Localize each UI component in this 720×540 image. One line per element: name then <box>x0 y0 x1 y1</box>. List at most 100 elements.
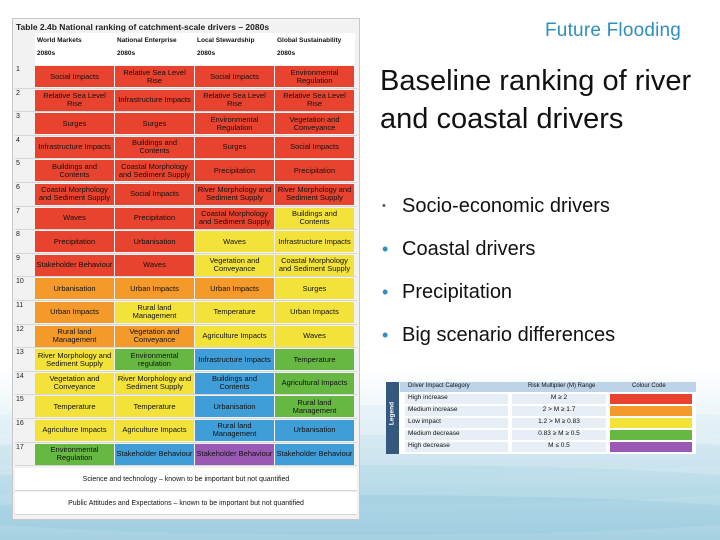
column-year: 2080s <box>277 50 296 57</box>
legend-swatch <box>610 406 692 416</box>
driver-cell: Stakeholder Behaviour <box>275 443 354 465</box>
driver-cell: Temperature <box>115 396 194 418</box>
driver-cell: Relative Sea Level Rise <box>35 89 114 111</box>
driver-cell: Agriculture Impacts <box>195 325 274 347</box>
driver-cell: Stakeholder Behaviour <box>115 443 194 465</box>
legend-row: Medium increase 2 > M ≥ 1.7 <box>400 405 696 418</box>
bullet-text: Precipitation <box>402 281 513 303</box>
driver-cell: Vegetation and Conveyance <box>275 113 354 135</box>
bullet-item: • Coastal drivers <box>380 229 710 272</box>
table-body: 1 Social Impacts Relative Sea Level Rise So… <box>15 65 357 467</box>
rank-number: 8 <box>16 231 20 239</box>
column-header: National Enterprise 2080s <box>115 33 195 65</box>
legend-range: 2 > M ≥ 1.7 <box>512 406 606 416</box>
table-row: 15 Temperature Temperature Urbanisation Rura… <box>15 395 357 419</box>
driver-cell: Rural land Management <box>275 396 354 418</box>
rank-number: 7 <box>16 207 20 215</box>
column-year: 2080s <box>197 50 216 57</box>
driver-cell: Agriculture Impacts <box>115 419 194 441</box>
legend-category: High decrease <box>405 442 508 452</box>
bullet-text: Coastal drivers <box>402 238 536 260</box>
legend-category: High increase <box>405 394 508 404</box>
legend-swatch <box>610 442 692 452</box>
legend-swatch <box>610 418 692 428</box>
table-footnote: Science and technology – known to be imp… <box>15 468 357 492</box>
driver-cell: Vegetation and Conveyance <box>35 372 114 394</box>
column-header: Global Sustainability 2080s <box>275 33 355 65</box>
driver-cell: Surges <box>35 113 114 135</box>
column-scenario: National Enterprise <box>117 37 177 44</box>
bullet-text: Big scenario differences <box>402 324 616 346</box>
driver-cell: Relative Sea Level Rise <box>275 89 354 111</box>
table-row: 17 Environmental Regulation Stakeholder Be… <box>15 443 357 467</box>
rank-number: 10 <box>16 278 24 286</box>
bullet-item: • Big scenario differences <box>380 315 710 358</box>
legend-category: Medium decrease <box>405 430 508 440</box>
legend-row: Medium decrease 0.83 ≥ M ≥ 0.5 <box>400 429 696 442</box>
driver-cell: Urbanisation <box>115 231 194 253</box>
brand-logo: Future Flooding <box>545 20 682 41</box>
driver-cell: Coastal Morphology and Sediment Supply <box>195 207 274 229</box>
driver-cell: Rural land Management <box>195 419 274 441</box>
rank-number: 15 <box>16 396 24 404</box>
driver-cell: Environmental Regulation <box>195 113 274 135</box>
driver-cell: Surges <box>115 113 194 135</box>
driver-cell: Coastal Morphology and Sediment Supply <box>35 183 114 205</box>
table-row: 3 Surges Surges Environmental Regulation Veg… <box>15 112 357 136</box>
table-row: 12 Rural land Management Vegetation and Co… <box>15 325 357 349</box>
table-row: 9 Stakeholder Behaviour Waves Vegetation an… <box>15 254 357 278</box>
table-row: 2 Relative Sea Level Rise Infrastructure I… <box>15 89 357 113</box>
legend-row: High increase M ≥ 2 <box>400 393 696 406</box>
driver-cell: Social Impacts <box>35 66 114 87</box>
driver-cell: Urban Impacts <box>115 278 194 300</box>
driver-cell: Buildings and Contents <box>35 160 114 182</box>
driver-cell: Stakeholder Behaviour <box>35 254 114 276</box>
table-row: 16 Agriculture Impacts Agriculture Impacts… <box>15 419 357 443</box>
bullet-item: • Socio-economic drivers <box>380 186 710 229</box>
driver-cell: Coastal Morphology and Sediment Supply <box>115 160 194 182</box>
legend-range: 0.83 ≥ M ≥ 0.5 <box>512 430 606 440</box>
driver-cell: Vegetation and Conveyance <box>115 325 194 347</box>
driver-cell: Buildings and Contents <box>275 207 354 229</box>
table-row: 4 Infrastructure Impacts Buildings and Con… <box>15 136 357 160</box>
legend-side-bar: Legend <box>386 382 399 454</box>
column-year: 2080s <box>117 50 136 57</box>
driver-cell: Urbanisation <box>195 396 274 418</box>
column-header: Local Stewardship 2080s <box>195 33 275 65</box>
driver-cell: Waves <box>275 325 354 347</box>
rank-number: 11 <box>16 301 24 309</box>
driver-cell: Infrastructure Impacts <box>115 89 194 111</box>
table-row: 8 Precipitation Urbanisation Waves Infrastru… <box>15 230 357 254</box>
rank-number: 9 <box>16 254 20 262</box>
bullet-icon: • <box>382 325 389 345</box>
driver-cell: Temperature <box>35 396 114 418</box>
bullet-icon: • <box>382 282 389 302</box>
rank-number: 17 <box>16 443 24 451</box>
bullet-icon: • <box>382 239 389 259</box>
driver-cell: Social Impacts <box>275 136 354 158</box>
legend-category: Low impact <box>405 418 508 428</box>
driver-cell: Environmental Regulation <box>35 443 114 465</box>
driver-cell: Precipitation <box>275 160 354 182</box>
driver-cell: River Morphology and Sediment Supply <box>115 372 194 394</box>
rank-number: 13 <box>16 349 24 357</box>
driver-cell: Precipitation <box>195 160 274 182</box>
legend-header: Driver Impact Category Risk Multiplier (… <box>400 382 696 392</box>
driver-cell: Waves <box>35 207 114 229</box>
bullet-item: • Precipitation <box>380 272 710 315</box>
driver-cell: Relative Sea Level Rise <box>115 66 194 87</box>
rank-number: 14 <box>16 372 24 380</box>
legend-swatch <box>610 430 692 440</box>
table-row: 1 Social Impacts Relative Sea Level Rise So… <box>15 65 357 89</box>
driver-cell: Infrastructure Impacts <box>275 231 354 253</box>
driver-cell: Environmental regulation <box>115 349 194 371</box>
driver-cell: Vegetation and Conveyance <box>195 254 274 276</box>
rank-number: 6 <box>16 183 20 191</box>
table-row: 6 Coastal Morphology and Sediment Supply S… <box>15 183 357 207</box>
driver-cell: Social Impacts <box>115 183 194 205</box>
slide-title: Baseline ranking of river and coastal dr… <box>380 65 692 135</box>
driver-cell: Rural land Management <box>35 325 114 347</box>
legend-row: Low impact 1.2 > M ≥ 0.83 <box>400 417 696 430</box>
rank-number: 3 <box>16 113 20 121</box>
